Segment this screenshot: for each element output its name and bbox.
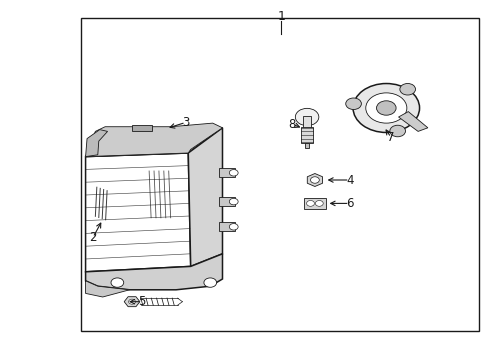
Circle shape [229,224,238,230]
Text: 4: 4 [345,174,353,186]
Circle shape [306,201,314,206]
Text: 6: 6 [345,197,353,210]
Bar [304,198,325,209]
Circle shape [345,98,361,109]
Circle shape [229,198,238,205]
Circle shape [295,108,318,126]
Circle shape [315,201,323,206]
Circle shape [389,125,405,137]
Text: 7: 7 [386,131,394,144]
Bar [305,143,308,148]
Circle shape [352,84,419,132]
Bar [81,18,478,331]
Text: 5: 5 [138,295,145,308]
Bar [219,197,234,206]
Circle shape [229,170,238,176]
Text: 8: 8 [288,118,296,131]
Circle shape [203,278,216,287]
Text: 3: 3 [182,116,189,129]
Bar [219,222,234,231]
Polygon shape [85,130,107,157]
Circle shape [310,177,319,183]
Bar [300,127,313,143]
Polygon shape [188,128,222,266]
Bar [219,168,234,177]
Polygon shape [85,128,222,157]
Polygon shape [85,272,129,297]
Polygon shape [306,174,322,186]
Circle shape [111,278,123,287]
Polygon shape [124,297,140,307]
Circle shape [399,84,415,95]
Polygon shape [85,254,222,290]
Circle shape [376,101,395,115]
Circle shape [365,93,406,123]
Text: 2: 2 [89,231,97,244]
Text: 1: 1 [277,10,285,23]
Polygon shape [85,123,222,157]
Polygon shape [85,153,190,272]
Bar [132,125,151,131]
Polygon shape [398,112,427,131]
Bar [302,116,311,128]
Circle shape [128,299,135,304]
